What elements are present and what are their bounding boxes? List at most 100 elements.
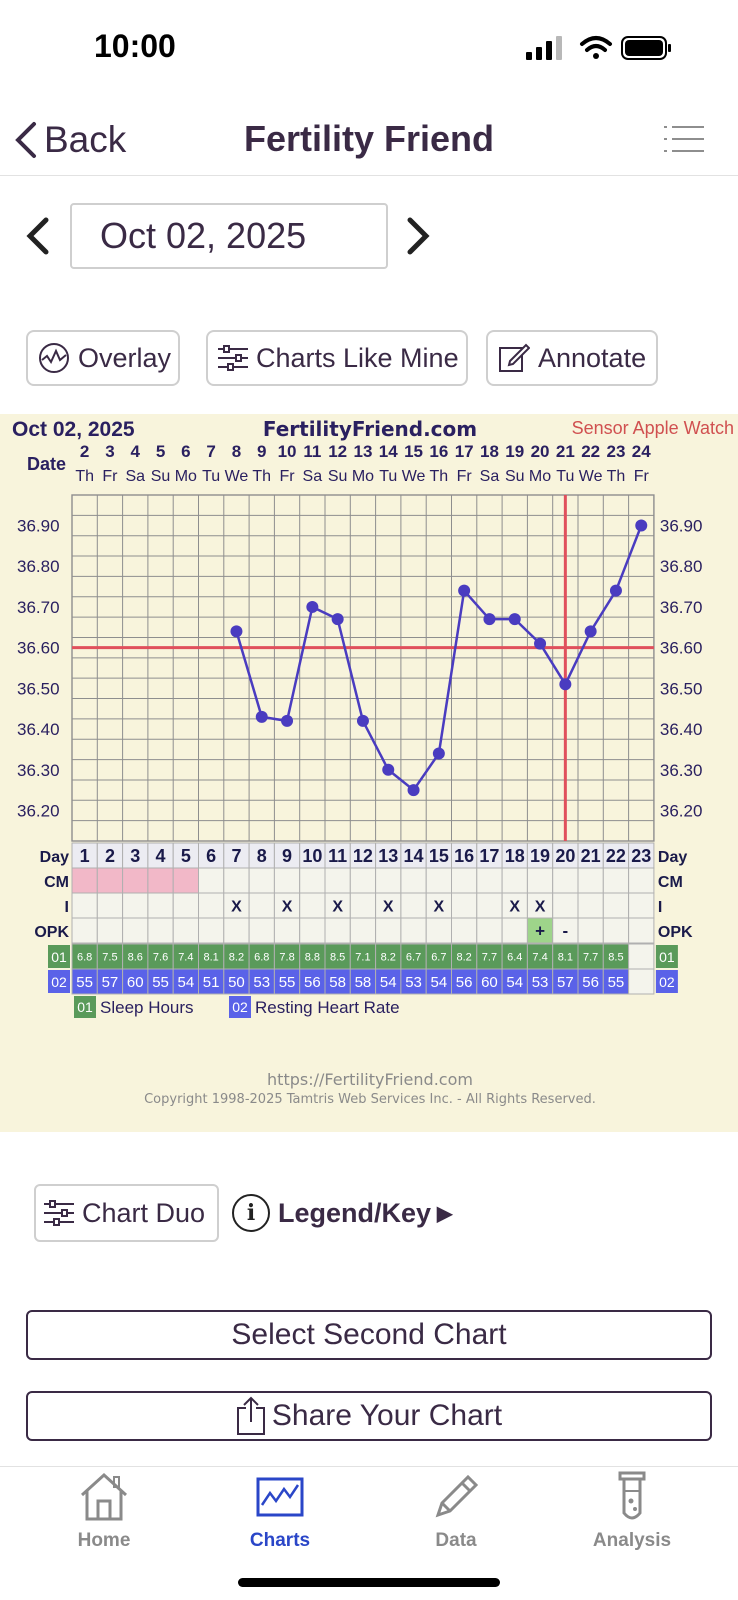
- select-second-chart-button[interactable]: Select Second Chart: [26, 1310, 712, 1360]
- table-cell: [349, 867, 377, 894]
- back-button[interactable]: Back: [12, 118, 126, 162]
- table-cell: [172, 867, 199, 894]
- legend-badge-rhr: [229, 996, 251, 1018]
- table-cell-value: 7: [231, 846, 241, 866]
- table-cell-value: 55: [279, 974, 296, 991]
- weekday-label: Sa: [125, 468, 145, 485]
- table-cell: [451, 867, 478, 894]
- row-label-badge-left: [48, 970, 70, 993]
- table-cell-value: 19: [530, 846, 550, 866]
- table-cell: [425, 842, 453, 869]
- table-cell: [425, 917, 453, 944]
- table-cell: [552, 968, 579, 995]
- y-tick-label-right: 36.40: [660, 720, 703, 739]
- table-cell-value: 57: [102, 974, 119, 991]
- table-cell: [96, 842, 124, 869]
- sliders-icon: [44, 1200, 74, 1226]
- weekday-label: Fr: [634, 468, 650, 485]
- table-cell-value: 58: [329, 974, 346, 991]
- table-cell-value: 54: [506, 974, 523, 991]
- table-cell-value: 54: [431, 974, 448, 991]
- table-cell: [172, 917, 199, 944]
- table-cell: [476, 867, 503, 894]
- table-cell-value: 2: [105, 846, 115, 866]
- y-tick-label-left: 36.90: [17, 517, 60, 536]
- table-cell: [552, 943, 579, 970]
- row-label-left: Day: [40, 849, 69, 866]
- previous-date-button[interactable]: [22, 216, 52, 261]
- next-date-button[interactable]: [404, 216, 434, 261]
- row-label-left: OPK: [34, 924, 69, 941]
- temperature-point: [559, 678, 572, 691]
- table-cell-value: 50: [228, 974, 245, 991]
- charts-like-mine-button[interactable]: Charts Like Mine: [206, 330, 468, 386]
- temperature-point: [281, 714, 294, 727]
- temperature-point: [230, 625, 243, 638]
- tab-analysis[interactable]: Analysis: [562, 1471, 702, 1552]
- table-cell-value: 54: [380, 974, 397, 991]
- temperature-point: [635, 519, 648, 532]
- legend-key-label: Legend/Key: [278, 1197, 432, 1228]
- table-cell: [273, 892, 301, 919]
- table-cell: [223, 867, 250, 894]
- annotate-button[interactable]: Annotate: [486, 330, 658, 386]
- tab-home[interactable]: Home: [34, 1471, 174, 1552]
- table-cell: [552, 867, 579, 894]
- table-cell: [147, 892, 174, 919]
- table-cell-value: 8: [257, 846, 267, 866]
- tab-data-label: Data: [435, 1530, 477, 1551]
- table-cell: [198, 867, 225, 894]
- y-tick-label-left: 36.60: [17, 639, 60, 658]
- temperature-point: [483, 613, 496, 626]
- tab-charts[interactable]: Charts: [210, 1471, 350, 1552]
- menu-button[interactable]: [664, 124, 704, 154]
- table-cell-value: +: [535, 922, 545, 941]
- tab-data[interactable]: Data: [386, 1471, 526, 1552]
- table-cell-value: 55: [76, 974, 93, 991]
- table-cell: [147, 943, 174, 970]
- table-cell: [476, 892, 503, 919]
- table-cell-value: 51: [203, 974, 220, 991]
- overlay-button[interactable]: Overlay: [26, 330, 180, 386]
- sleep-hours-row: 6.8 7.5 8.6 7.6 7.4 8.1 8.2 6.8 7.8 8.8 8.5 7.1 8.2 6…: [48, 943, 678, 970]
- table-cell: [96, 892, 124, 919]
- date-label: 12: [328, 442, 347, 461]
- table-cell: [577, 968, 604, 995]
- tab-analysis-label: Analysis: [592, 1530, 672, 1551]
- legend-key-link[interactable]: i Legend/Key ▶: [232, 1192, 452, 1234]
- table-cell-value: 14: [404, 846, 424, 866]
- weekday-label: Su: [151, 468, 171, 485]
- weekday-label: Fr: [279, 468, 295, 485]
- y-tick-label-right: 36.80: [660, 557, 703, 576]
- table-cell: [451, 968, 478, 995]
- table-cell: [299, 917, 326, 944]
- date-label: 7: [206, 442, 215, 461]
- temperature-point: [407, 784, 420, 797]
- table-cell-value: 13: [378, 846, 398, 866]
- chart-duo-button[interactable]: Chart Duo: [34, 1184, 220, 1242]
- table-cell: [122, 917, 149, 944]
- table-cell-value: 5: [181, 846, 191, 866]
- table-cell-value: 7.1: [355, 951, 370, 963]
- weekday-label: Sa: [303, 468, 323, 485]
- date-label: 20: [531, 442, 550, 461]
- table-cell: [628, 892, 655, 919]
- table-cell: [577, 867, 604, 894]
- share-chart-button[interactable]: Share Your Chart: [26, 1391, 712, 1441]
- weekday-label: We: [225, 468, 249, 485]
- temperature-point: [432, 747, 445, 760]
- table-cell-value: 53: [253, 974, 270, 991]
- table-cell-value: 12: [353, 846, 373, 866]
- legend-sleep-label: Sleep Hours: [100, 998, 194, 1017]
- table-cell-value: 8.1: [204, 951, 219, 963]
- legend-badge-sleep-label: 01: [77, 999, 93, 1015]
- chart-canvas: Oct 02, 2025 FertilityFriend.com Sensor …: [12, 417, 734, 1107]
- table-cell: [299, 943, 326, 970]
- table-cell: [122, 892, 149, 919]
- pencil-icon: [435, 1474, 479, 1518]
- date-label: 2: [80, 442, 89, 461]
- status-icons: [524, 34, 674, 64]
- date-field[interactable]: Oct 02, 2025: [70, 203, 388, 269]
- row-label-right: OPK: [658, 924, 693, 941]
- table-cell: [526, 968, 554, 995]
